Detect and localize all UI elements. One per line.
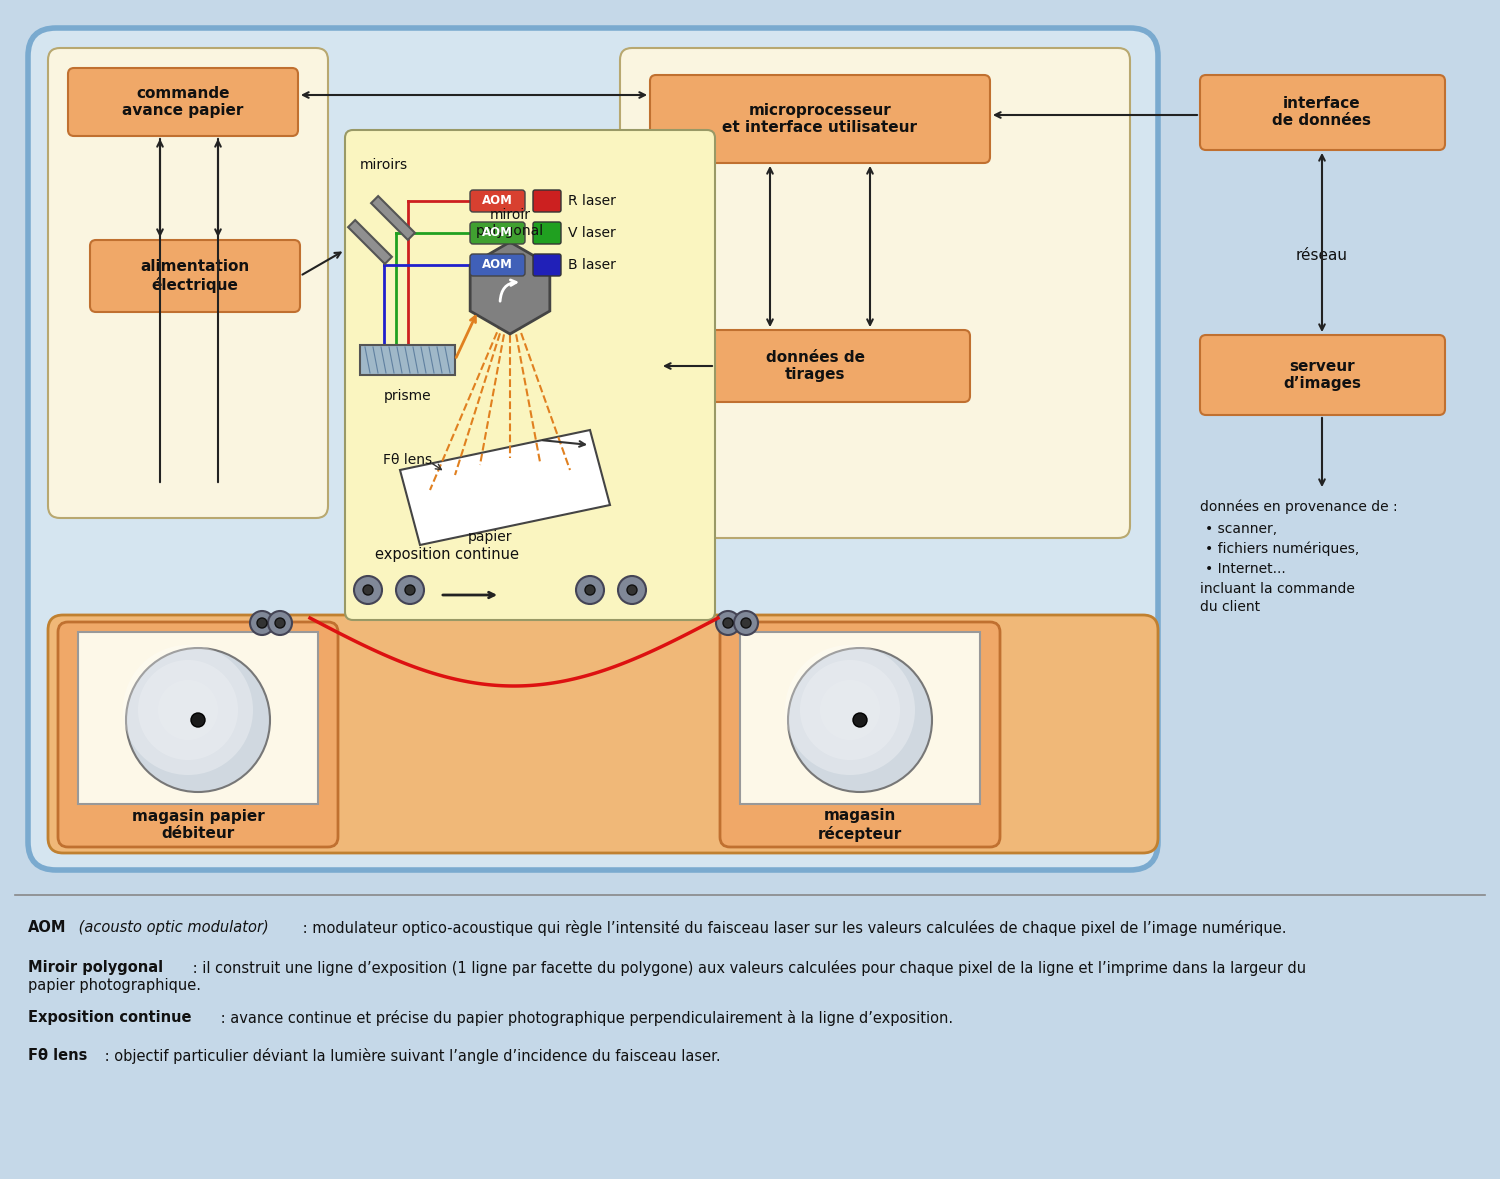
Text: R laser: R laser: [568, 195, 616, 208]
Text: (acousto optic modulator): (acousto optic modulator): [74, 920, 268, 935]
Text: exposition continue: exposition continue: [375, 547, 519, 562]
FancyBboxPatch shape: [58, 623, 338, 847]
Circle shape: [354, 577, 382, 604]
Text: : avance continue et précise du papier photographique perpendiculairement à la l: : avance continue et précise du papier p…: [216, 1010, 952, 1026]
Circle shape: [627, 585, 638, 595]
Text: réseau: réseau: [1296, 248, 1348, 263]
FancyBboxPatch shape: [345, 130, 716, 620]
Text: : il construit une ligne d’exposition (1 ligne par facette du polygone) aux vale: : il construit une ligne d’exposition (1…: [188, 960, 1306, 976]
Text: serveur
d’images: serveur d’images: [1282, 358, 1360, 391]
Text: microprocesseur
et interface utilisateur: microprocesseur et interface utilisateur: [723, 103, 918, 136]
Circle shape: [585, 585, 596, 595]
Text: données en provenance de :: données en provenance de :: [1200, 500, 1398, 514]
Circle shape: [363, 585, 374, 595]
Circle shape: [716, 611, 740, 635]
Text: Fθ lens: Fθ lens: [382, 453, 432, 467]
Text: prisme: prisme: [384, 389, 432, 403]
Circle shape: [396, 577, 424, 604]
Text: alimentation
électrique: alimentation électrique: [141, 259, 249, 292]
Circle shape: [256, 618, 267, 628]
FancyBboxPatch shape: [48, 48, 328, 518]
Circle shape: [190, 713, 206, 727]
Text: Fθ lens: Fθ lens: [28, 1048, 87, 1063]
Text: données de
tirages: données de tirages: [765, 350, 864, 382]
Text: Exposition continue: Exposition continue: [28, 1010, 192, 1025]
Text: AOM: AOM: [482, 258, 513, 271]
FancyBboxPatch shape: [532, 253, 561, 276]
Polygon shape: [400, 430, 610, 545]
FancyBboxPatch shape: [90, 241, 300, 312]
Text: • Internet...: • Internet...: [1204, 562, 1286, 577]
Text: papier photographique.: papier photographique.: [28, 979, 201, 993]
Circle shape: [405, 585, 416, 595]
Circle shape: [126, 648, 270, 792]
Bar: [740, 632, 980, 804]
Bar: [78, 632, 318, 804]
FancyBboxPatch shape: [68, 68, 298, 136]
Text: magasin papier
débiteur: magasin papier débiteur: [132, 809, 264, 841]
Circle shape: [741, 618, 752, 628]
Circle shape: [784, 645, 915, 775]
FancyBboxPatch shape: [660, 330, 970, 402]
Circle shape: [123, 645, 254, 775]
Text: commande
avance papier: commande avance papier: [123, 86, 243, 118]
Bar: [360, 345, 454, 375]
Text: V laser: V laser: [568, 226, 615, 241]
Polygon shape: [348, 220, 392, 264]
FancyBboxPatch shape: [532, 222, 561, 244]
FancyBboxPatch shape: [720, 623, 1000, 847]
Polygon shape: [370, 196, 416, 239]
Circle shape: [618, 577, 646, 604]
FancyBboxPatch shape: [1200, 335, 1444, 415]
Circle shape: [268, 611, 292, 635]
Text: AOM: AOM: [28, 920, 66, 935]
Text: : objectif particulier déviant la lumière suivant l’angle d’incidence du faiscea: : objectif particulier déviant la lumièr…: [100, 1048, 720, 1063]
Circle shape: [138, 660, 238, 760]
Text: • scanner,: • scanner,: [1204, 522, 1276, 536]
FancyBboxPatch shape: [650, 75, 990, 163]
Text: AOM: AOM: [482, 226, 513, 239]
Circle shape: [158, 680, 218, 740]
Text: papier: papier: [468, 531, 512, 544]
Text: • fichiers numériques,: • fichiers numériques,: [1204, 542, 1359, 556]
Text: miroirs: miroirs: [360, 158, 408, 172]
Polygon shape: [470, 242, 550, 334]
FancyBboxPatch shape: [470, 253, 525, 276]
Circle shape: [788, 648, 932, 792]
Circle shape: [821, 680, 880, 740]
FancyBboxPatch shape: [28, 28, 1158, 870]
FancyBboxPatch shape: [532, 190, 561, 212]
Circle shape: [576, 577, 604, 604]
Circle shape: [853, 713, 867, 727]
FancyBboxPatch shape: [1200, 75, 1444, 150]
Text: B laser: B laser: [568, 258, 616, 272]
Circle shape: [734, 611, 758, 635]
Text: miroir
polygonal: miroir polygonal: [476, 208, 544, 238]
Text: interface
de données: interface de données: [1272, 95, 1371, 129]
Text: magasin
récepteur: magasin récepteur: [818, 808, 902, 842]
Text: : modulateur optico-acoustique qui règle l’intensité du faisceau laser sur les v: : modulateur optico-acoustique qui règle…: [298, 920, 1287, 936]
Text: incluant la commande: incluant la commande: [1200, 582, 1354, 597]
Circle shape: [723, 618, 734, 628]
Text: Miroir polygonal: Miroir polygonal: [28, 960, 164, 975]
FancyBboxPatch shape: [620, 48, 1130, 538]
FancyBboxPatch shape: [48, 615, 1158, 852]
Text: du client: du client: [1200, 600, 1260, 614]
FancyBboxPatch shape: [470, 190, 525, 212]
Text: AOM: AOM: [482, 195, 513, 208]
Circle shape: [274, 618, 285, 628]
Circle shape: [800, 660, 900, 760]
Circle shape: [251, 611, 274, 635]
FancyBboxPatch shape: [470, 222, 525, 244]
